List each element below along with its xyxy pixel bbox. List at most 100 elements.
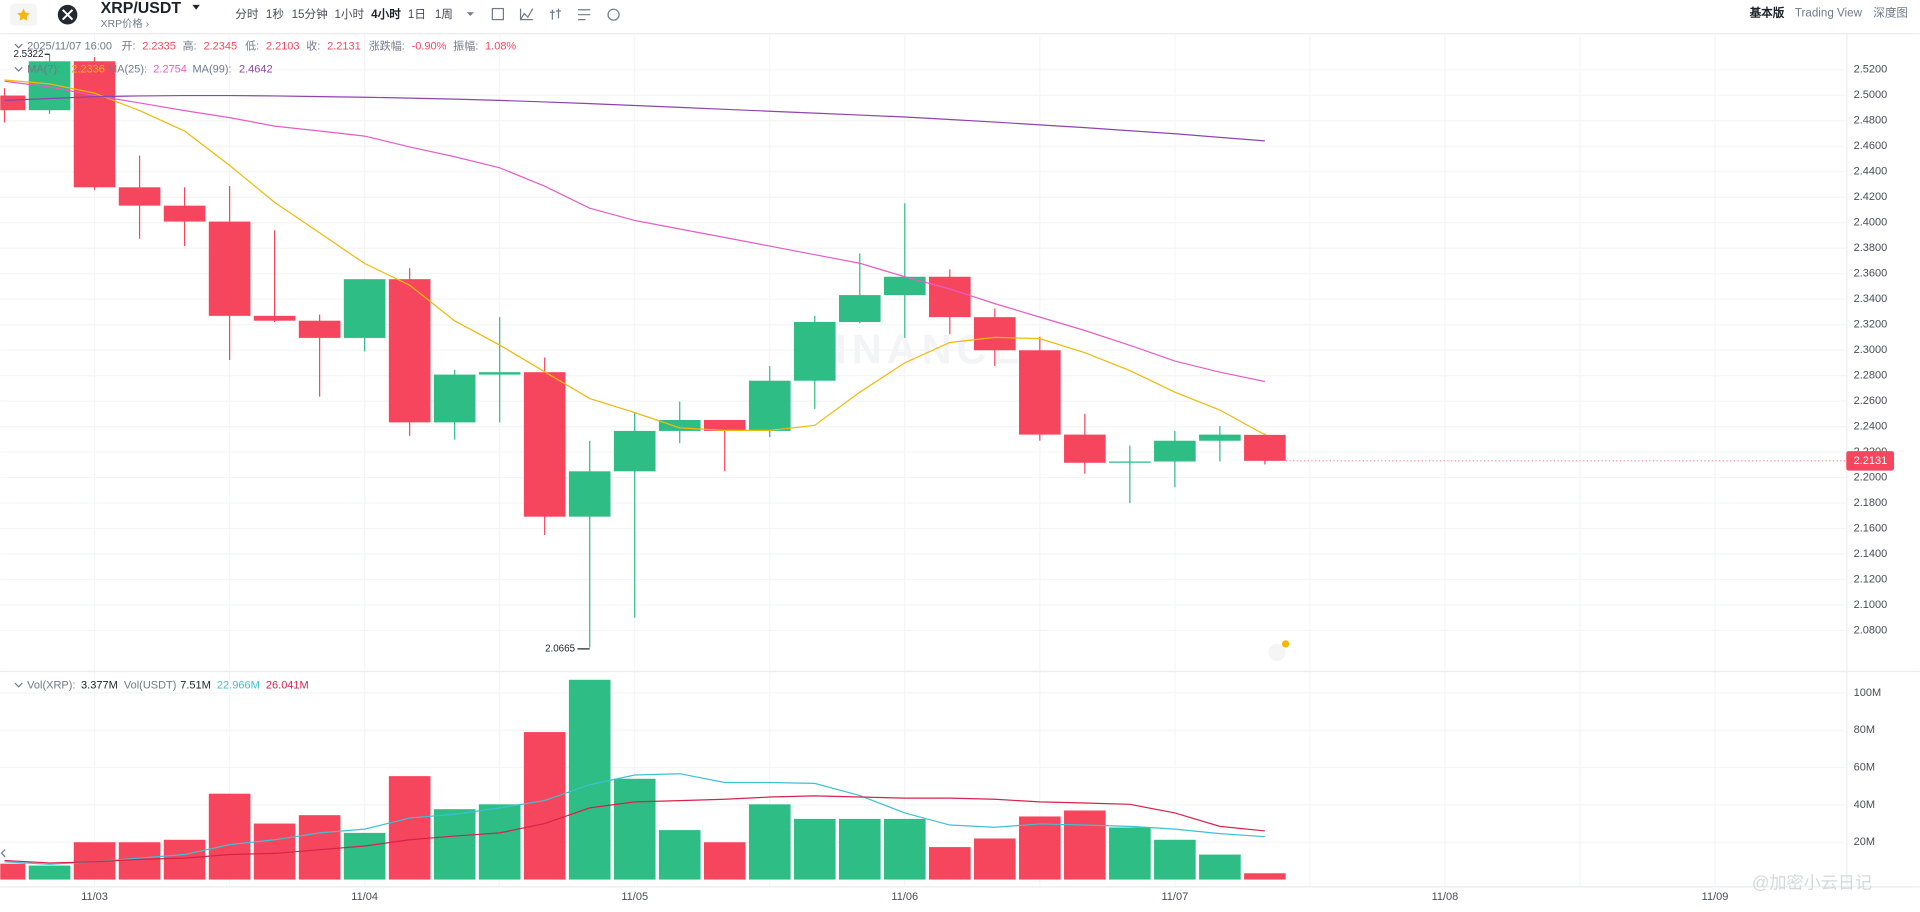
view-button[interactable]: 基本版 [1749, 6, 1785, 20]
indicator-icon[interactable] [549, 8, 561, 20]
info-value: 1.08% [485, 40, 516, 52]
x-tick-label: 11/03 [81, 891, 108, 903]
expand-arrow[interactable] [0, 849, 6, 858]
volume-legend: 3.377M [81, 679, 118, 691]
volume-bar [208, 793, 251, 880]
interval-button[interactable]: 1小时 [334, 8, 364, 21]
volume-bar [838, 818, 881, 880]
volume-bar [1244, 873, 1286, 880]
legend-name: MA(7): [27, 64, 60, 76]
y-tick-label: 2.4800 [1854, 115, 1888, 127]
candle-body [1199, 434, 1241, 441]
view-button[interactable]: Trading View [1795, 7, 1863, 20]
tool-icons [491, 7, 620, 21]
y-tick-label: 2.3800 [1854, 242, 1888, 254]
y-tick-label: 2.3600 [1854, 268, 1888, 280]
y-tick-label: 2.4000 [1854, 217, 1888, 229]
volume-ma-line [4, 773, 1265, 865]
low-annotation: 2.0665 [545, 643, 575, 654]
volume-bar [568, 679, 611, 880]
moving-average-line [4, 79, 1266, 436]
legend-name: MA(25): [108, 64, 147, 76]
collapse-caret[interactable] [14, 682, 23, 688]
candle-body [883, 276, 926, 296]
settings-list-icon[interactable] [578, 9, 591, 21]
info-time: 2025/11/07 16:00 [27, 40, 112, 52]
x-tick-label: 11/07 [1162, 891, 1189, 903]
y-tick-label: 2.2600 [1854, 395, 1888, 407]
candle-body [658, 419, 701, 431]
symbol-subtitle[interactable]: XRP价格 › [101, 17, 150, 30]
y-tick-label: 2.3200 [1854, 319, 1888, 331]
info-value: -0.90% [412, 40, 447, 52]
candle-body [1244, 434, 1286, 461]
candle-body [703, 419, 746, 431]
volume-bar [1064, 810, 1106, 880]
interval-button[interactable]: 1周 [435, 8, 453, 21]
candle-body [73, 61, 116, 188]
y-tick-label: 2.2800 [1854, 370, 1888, 382]
candle-body [748, 380, 791, 431]
legend-value: 2.4642 [239, 64, 273, 76]
xrp-logo-mark [61, 9, 74, 21]
volume-bar [478, 804, 521, 880]
interval-button[interactable]: 15分钟 [292, 7, 328, 21]
toolbar: XRP/USDT XRP价格 › [10, 0, 620, 30]
interval-button[interactable]: 1秒 [266, 7, 284, 21]
y-tick-label: 2.5200 [1854, 64, 1888, 76]
x-tick-label: 11/05 [621, 891, 648, 903]
x-tick-label: 11/09 [1702, 891, 1729, 903]
volume-bar [118, 842, 161, 880]
high-annotation: 2.5322 [14, 49, 44, 60]
symbol[interactable]: XRP/USDT [101, 0, 182, 17]
interval-button[interactable]: 1日 [408, 8, 426, 21]
legend-name: MA(99): [192, 64, 231, 76]
chart-type-icon[interactable] [519, 8, 534, 21]
candle-body [253, 315, 296, 321]
credit-watermark: @加密小云日记 [1752, 872, 1872, 892]
volume-bar [163, 839, 206, 880]
info-label: 低: [245, 39, 259, 52]
candle-body [838, 295, 881, 322]
volume-bar [433, 809, 476, 880]
info-value: 2.2103 [266, 40, 300, 52]
interval-button[interactable]: 4小时 [371, 7, 401, 21]
info-label: 开: [121, 40, 135, 52]
volume-bar [343, 832, 386, 880]
volume-ma-line [4, 795, 1265, 864]
y-tick-label: 2.4400 [1854, 166, 1888, 178]
y-tick-label: 2.1400 [1854, 548, 1888, 560]
candle-body [1019, 350, 1061, 435]
candle-body [928, 276, 971, 318]
volume-bar [748, 804, 791, 880]
interval-dropdown[interactable] [466, 12, 475, 16]
candle-body [433, 374, 476, 423]
y-tick-label: 2.0800 [1854, 624, 1888, 636]
volume-bar [974, 838, 1016, 880]
floating-button[interactable] [1268, 640, 1290, 662]
candle-body [568, 471, 611, 517]
volume-bar [1199, 854, 1241, 880]
volume-legend: 7.51M [180, 679, 211, 691]
x-tick-label: 11/04 [351, 891, 378, 903]
y-tick-label: 2.3000 [1854, 344, 1888, 356]
candle-body [208, 221, 251, 316]
collapse-caret[interactable] [14, 43, 23, 49]
volume-ma-legend: 26.041M [266, 679, 309, 691]
view-button[interactable]: 深度图 [1873, 6, 1908, 20]
y-tick-label: 80M [1854, 724, 1875, 736]
interval-button[interactable]: 分时 [235, 8, 259, 21]
calendar-icon[interactable] [491, 7, 504, 21]
collapse-caret[interactable] [14, 66, 23, 72]
settings-icon[interactable] [607, 8, 620, 21]
last-price-label: 2.2131 [1854, 455, 1888, 467]
y-tick-label: 20M [1854, 836, 1875, 848]
volume-bar [523, 732, 566, 880]
candle-body [163, 205, 206, 222]
volume-bar [658, 830, 701, 880]
symbol-dropdown[interactable] [192, 4, 200, 10]
y-tick-label: 2.3400 [1854, 293, 1888, 305]
volume-bar [793, 818, 836, 880]
